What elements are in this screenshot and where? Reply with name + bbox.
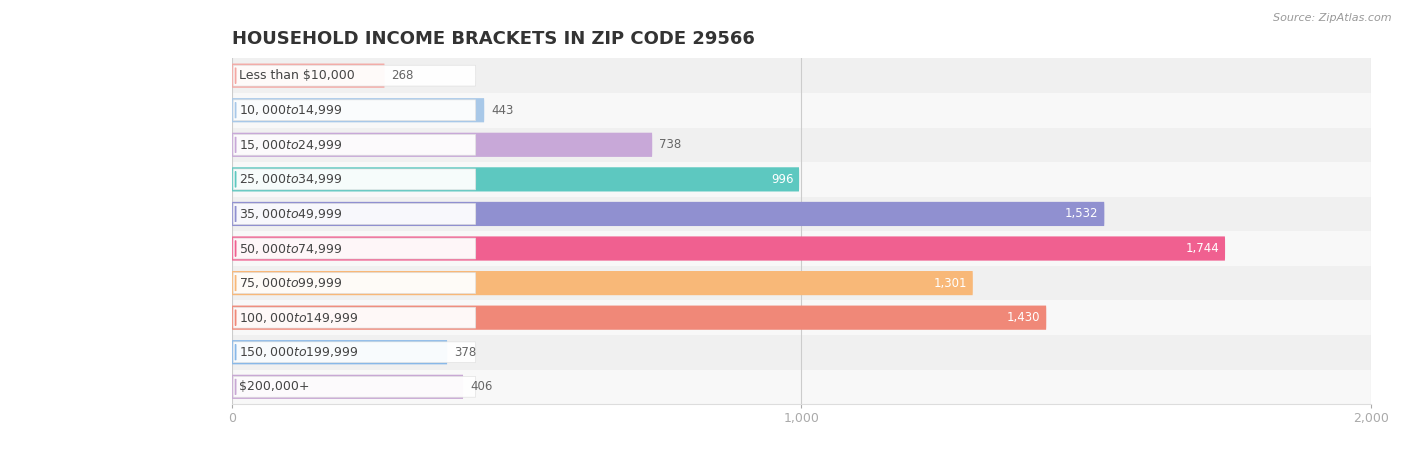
FancyBboxPatch shape xyxy=(232,370,1371,404)
FancyBboxPatch shape xyxy=(232,340,447,364)
FancyBboxPatch shape xyxy=(233,100,475,121)
Text: $10,000 to $14,999: $10,000 to $14,999 xyxy=(239,103,343,117)
FancyBboxPatch shape xyxy=(233,273,475,294)
Text: $50,000 to $74,999: $50,000 to $74,999 xyxy=(239,242,343,255)
Text: 738: 738 xyxy=(659,138,682,151)
FancyBboxPatch shape xyxy=(232,375,463,399)
Text: 1,744: 1,744 xyxy=(1185,242,1219,255)
FancyBboxPatch shape xyxy=(233,134,475,155)
FancyBboxPatch shape xyxy=(232,128,1371,162)
Text: 1,301: 1,301 xyxy=(934,277,967,290)
Text: $100,000 to $149,999: $100,000 to $149,999 xyxy=(239,311,359,325)
Text: $15,000 to $24,999: $15,000 to $24,999 xyxy=(239,138,343,152)
Text: Less than $10,000: Less than $10,000 xyxy=(239,69,354,82)
Text: 378: 378 xyxy=(454,346,477,359)
Text: $200,000+: $200,000+ xyxy=(239,380,309,393)
Text: Source: ZipAtlas.com: Source: ZipAtlas.com xyxy=(1274,13,1392,23)
FancyBboxPatch shape xyxy=(232,167,799,191)
Text: $75,000 to $99,999: $75,000 to $99,999 xyxy=(239,276,343,290)
FancyBboxPatch shape xyxy=(232,300,1371,335)
FancyBboxPatch shape xyxy=(233,342,475,363)
FancyBboxPatch shape xyxy=(232,237,1225,260)
FancyBboxPatch shape xyxy=(233,238,475,259)
Text: 1,532: 1,532 xyxy=(1066,207,1098,220)
FancyBboxPatch shape xyxy=(232,133,652,157)
FancyBboxPatch shape xyxy=(232,271,973,295)
FancyBboxPatch shape xyxy=(232,335,1371,370)
Text: 268: 268 xyxy=(391,69,413,82)
FancyBboxPatch shape xyxy=(232,64,385,88)
Text: 406: 406 xyxy=(470,380,492,393)
FancyBboxPatch shape xyxy=(232,306,1046,330)
FancyBboxPatch shape xyxy=(232,266,1371,300)
FancyBboxPatch shape xyxy=(232,162,1371,197)
FancyBboxPatch shape xyxy=(232,98,484,122)
FancyBboxPatch shape xyxy=(232,202,1104,226)
FancyBboxPatch shape xyxy=(233,203,475,224)
Text: 1,430: 1,430 xyxy=(1007,311,1040,324)
FancyBboxPatch shape xyxy=(233,307,475,328)
FancyBboxPatch shape xyxy=(232,93,1371,128)
Text: $150,000 to $199,999: $150,000 to $199,999 xyxy=(239,345,359,359)
Text: $35,000 to $49,999: $35,000 to $49,999 xyxy=(239,207,343,221)
FancyBboxPatch shape xyxy=(233,376,475,397)
Text: 996: 996 xyxy=(770,173,793,186)
Text: 443: 443 xyxy=(491,104,513,117)
FancyBboxPatch shape xyxy=(232,231,1371,266)
FancyBboxPatch shape xyxy=(233,169,475,190)
Text: $25,000 to $34,999: $25,000 to $34,999 xyxy=(239,172,343,186)
FancyBboxPatch shape xyxy=(232,58,1371,93)
Text: HOUSEHOLD INCOME BRACKETS IN ZIP CODE 29566: HOUSEHOLD INCOME BRACKETS IN ZIP CODE 29… xyxy=(232,31,755,48)
FancyBboxPatch shape xyxy=(232,197,1371,231)
FancyBboxPatch shape xyxy=(233,65,475,86)
